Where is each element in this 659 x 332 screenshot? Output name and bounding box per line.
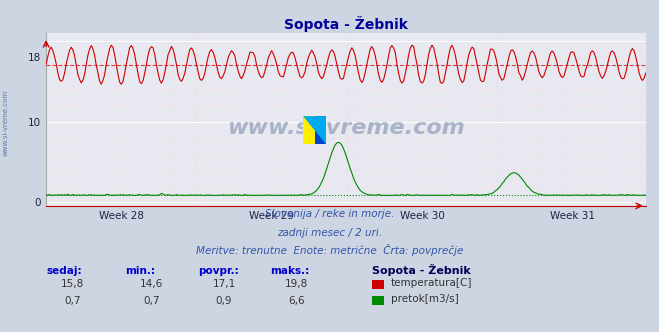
Text: maks.:: maks.: bbox=[270, 266, 310, 276]
Text: min.:: min.: bbox=[125, 266, 156, 276]
Text: 0,7: 0,7 bbox=[64, 296, 81, 306]
Text: Slovenija / reke in morje.: Slovenija / reke in morje. bbox=[265, 209, 394, 219]
Text: 0,9: 0,9 bbox=[215, 296, 233, 306]
Text: sedaj:: sedaj: bbox=[46, 266, 82, 276]
Polygon shape bbox=[303, 116, 315, 144]
Text: temperatura[C]: temperatura[C] bbox=[391, 278, 473, 288]
Text: 0,7: 0,7 bbox=[143, 296, 160, 306]
Text: pretok[m3/s]: pretok[m3/s] bbox=[391, 294, 459, 304]
Text: zadnji mesec / 2 uri.: zadnji mesec / 2 uri. bbox=[277, 228, 382, 238]
Text: www.si-vreme.com: www.si-vreme.com bbox=[2, 90, 9, 156]
Polygon shape bbox=[315, 116, 326, 144]
Text: 19,8: 19,8 bbox=[285, 279, 308, 289]
Text: Meritve: trenutne  Enote: metrične  Črta: povprečje: Meritve: trenutne Enote: metrične Črta: … bbox=[196, 244, 463, 256]
Text: 15,8: 15,8 bbox=[61, 279, 84, 289]
Text: www.si-vreme.com: www.si-vreme.com bbox=[227, 118, 465, 138]
Text: 6,6: 6,6 bbox=[288, 296, 305, 306]
Text: povpr.:: povpr.: bbox=[198, 266, 239, 276]
Polygon shape bbox=[303, 116, 326, 144]
Text: 17,1: 17,1 bbox=[212, 279, 236, 289]
Text: 14,6: 14,6 bbox=[140, 279, 163, 289]
Title: Sopota - Žebnik: Sopota - Žebnik bbox=[284, 16, 408, 32]
Text: Sopota - Žebnik: Sopota - Žebnik bbox=[372, 264, 471, 276]
